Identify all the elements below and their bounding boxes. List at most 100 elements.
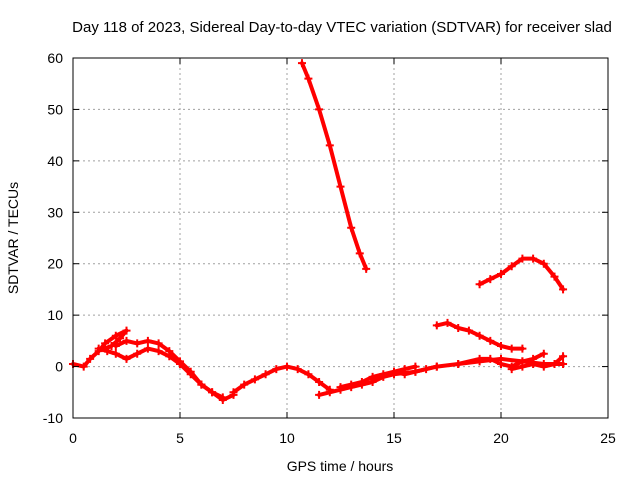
y-tick-label: 50 — [47, 101, 63, 117]
data-point — [283, 362, 291, 371]
data-point — [497, 360, 505, 368]
y-axis-ticks: -10 0 10 20 30 40 50 60 — [43, 50, 608, 426]
data-point — [347, 380, 356, 389]
y-tick-label: 30 — [47, 204, 63, 220]
data-point — [94, 344, 103, 353]
data-point — [250, 375, 259, 384]
data-point — [432, 321, 441, 330]
data-point — [122, 354, 131, 363]
y-tick-label: 20 — [47, 256, 63, 272]
data-point — [261, 370, 270, 379]
data-point — [507, 344, 516, 353]
data-point — [272, 365, 281, 374]
y-axis-label: SDTVAR / TECUs — [5, 182, 21, 294]
data-point — [336, 383, 345, 392]
data-point — [103, 347, 112, 356]
data-point — [197, 380, 206, 389]
data-point — [475, 280, 484, 289]
data-point — [559, 352, 568, 361]
data-point — [116, 334, 125, 343]
data-point — [176, 357, 184, 366]
data-point — [357, 378, 366, 386]
data-point — [165, 347, 174, 356]
data-point — [111, 349, 120, 358]
x-axis-label: GPS time / hours — [287, 458, 394, 474]
data-point — [208, 388, 217, 397]
data-point — [454, 360, 463, 368]
data-point — [240, 380, 249, 389]
data-point — [550, 360, 559, 368]
data-point — [475, 354, 484, 363]
data-point — [497, 342, 505, 350]
data-point — [133, 349, 142, 358]
x-tick-label: 10 — [279, 430, 295, 446]
data-point — [304, 370, 313, 379]
x-tick-label: 0 — [69, 430, 77, 446]
data-point — [518, 362, 527, 371]
data-point — [362, 264, 371, 273]
data-point — [297, 59, 306, 68]
data-point — [559, 285, 568, 294]
data-point — [355, 249, 364, 258]
data-series — [69, 59, 568, 404]
data-point — [550, 272, 559, 281]
data-point — [539, 259, 548, 268]
data-point — [122, 326, 131, 335]
x-tick-label: 5 — [176, 430, 184, 446]
data-point — [304, 74, 313, 83]
data-point — [497, 270, 505, 278]
data-point — [325, 141, 334, 150]
data-point — [443, 318, 452, 327]
x-tick-label: 25 — [600, 430, 616, 446]
data-point — [315, 105, 324, 114]
data-point — [111, 342, 120, 350]
x-axis-ticks: 0 5 10 15 20 25 — [69, 58, 616, 446]
data-point — [507, 262, 516, 271]
y-tick-label: 40 — [47, 153, 63, 169]
data-point — [111, 331, 120, 340]
data-point — [539, 349, 548, 358]
data-point — [218, 393, 227, 402]
data-point — [464, 326, 473, 335]
data-point — [143, 344, 152, 353]
data-point — [315, 378, 324, 386]
y-tick-label: -10 — [43, 410, 63, 426]
data-point — [454, 324, 463, 332]
data-point — [336, 182, 345, 191]
series-arc-4 — [231, 364, 332, 395]
data-point — [79, 362, 88, 371]
series-arc-5 — [317, 364, 418, 397]
x-tick-label: 20 — [493, 430, 509, 446]
x-tick-label: 15 — [386, 430, 402, 446]
plot-frame — [72, 57, 609, 419]
data-point — [486, 275, 495, 284]
data-point — [154, 339, 163, 348]
data-point — [529, 360, 538, 368]
data-point — [432, 362, 441, 371]
data-point — [122, 336, 131, 345]
series-arc-6 — [300, 61, 369, 271]
chart-title: Day 118 of 2023, Sidereal Day-to-day VTE… — [72, 19, 612, 36]
data-point — [475, 331, 484, 340]
data-point — [507, 365, 516, 374]
data-point — [315, 390, 324, 399]
y-tick-label: 60 — [47, 50, 63, 66]
data-point — [229, 388, 238, 397]
data-point — [486, 336, 495, 345]
data-point — [347, 223, 356, 232]
data-point — [411, 367, 420, 376]
data-point — [133, 339, 142, 348]
data-point — [368, 375, 377, 384]
data-point — [154, 347, 163, 356]
data-point — [518, 344, 527, 353]
data-point — [486, 354, 495, 363]
data-point — [529, 254, 538, 263]
data-point — [143, 336, 152, 345]
data-point — [559, 360, 568, 368]
data-point — [539, 362, 548, 371]
data-point — [390, 370, 398, 379]
y-tick-label: 10 — [47, 307, 63, 323]
series-arc-10 — [477, 256, 566, 292]
data-point — [293, 365, 302, 374]
